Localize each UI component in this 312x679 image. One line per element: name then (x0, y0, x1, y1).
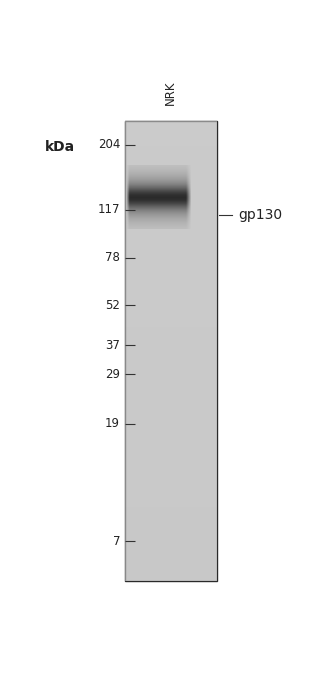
Text: gp130: gp130 (238, 208, 283, 222)
Text: kDa: kDa (45, 140, 75, 154)
Text: 19: 19 (105, 418, 120, 430)
Text: 52: 52 (105, 299, 120, 312)
Bar (125, 121, 217, 581)
Text: NRK: NRK (164, 81, 177, 105)
Text: 37: 37 (105, 339, 120, 352)
Text: 7: 7 (113, 534, 120, 548)
Text: 204: 204 (98, 138, 120, 151)
Text: 29: 29 (105, 367, 120, 380)
Text: 117: 117 (98, 204, 120, 217)
Text: 78: 78 (105, 251, 120, 264)
